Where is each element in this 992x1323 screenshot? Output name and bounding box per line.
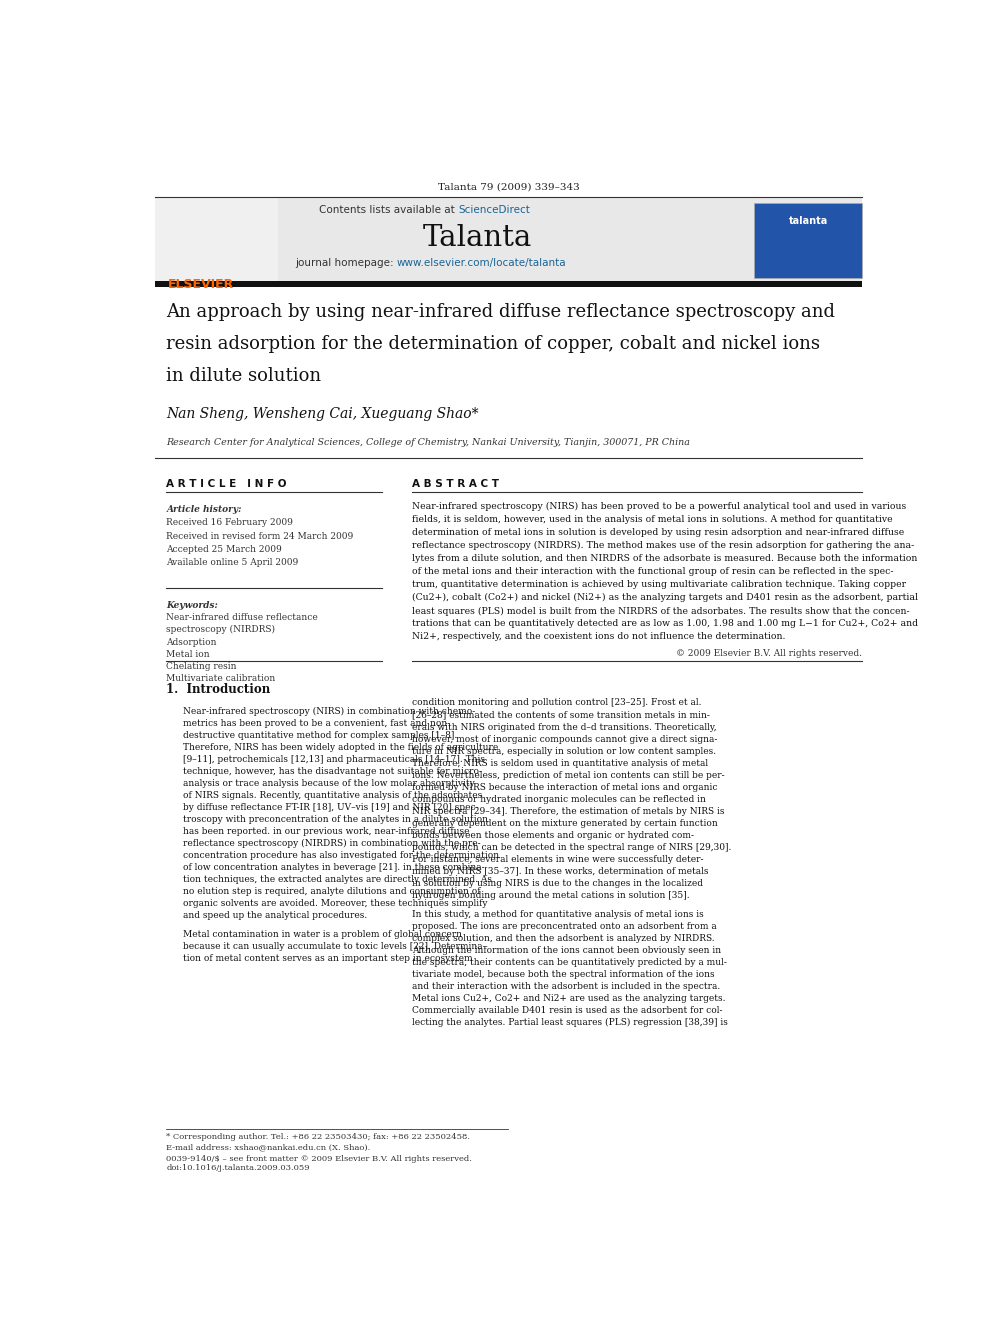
Text: lecting the analytes. Partial least squares (PLS) regression [38,39] is: lecting the analytes. Partial least squa…	[413, 1019, 728, 1027]
Text: Available online 5 April 2009: Available online 5 April 2009	[167, 558, 299, 568]
Text: Adsorption: Adsorption	[167, 638, 217, 647]
Text: talanta: talanta	[789, 216, 828, 226]
Text: Article history:: Article history:	[167, 505, 242, 515]
Text: proposed. The ions are preconcentrated onto an adsorbent from a: proposed. The ions are preconcentrated o…	[413, 922, 717, 931]
Text: metrics has been proved to be a convenient, fast and non-: metrics has been proved to be a convenie…	[184, 718, 450, 728]
Text: lytes from a dilute solution, and then NIRDRS of the adsorbate is measured. Beca: lytes from a dilute solution, and then N…	[413, 554, 918, 564]
Text: least squares (PLS) model is built from the NIRDRS of the adsorbates. The result: least squares (PLS) model is built from …	[413, 606, 910, 615]
Text: Received 16 February 2009: Received 16 February 2009	[167, 519, 294, 528]
Text: Talanta: Talanta	[423, 224, 533, 251]
Text: Metal ion: Metal ion	[167, 650, 210, 659]
Text: Received in revised form 24 March 2009: Received in revised form 24 March 2009	[167, 532, 353, 541]
Text: complex solution, and then the adsorbent is analyzed by NIRDRS.: complex solution, and then the adsorbent…	[413, 934, 715, 943]
Text: destructive quantitative method for complex samples [1–8].: destructive quantitative method for comp…	[184, 730, 457, 740]
Text: tion of metal content serves as an important step in ecosystem: tion of metal content serves as an impor…	[184, 954, 473, 963]
Text: tion techniques, the extracted analytes are directly determined. As: tion techniques, the extracted analytes …	[184, 875, 492, 884]
Text: Contents lists available at: Contents lists available at	[319, 205, 458, 214]
Text: mined by NIRS [35–37]. In these works, determination of metals: mined by NIRS [35–37]. In these works, d…	[413, 867, 709, 876]
Bar	[755, 202, 862, 278]
Text: [26–28] estimated the contents of some transition metals in min-: [26–28] estimated the contents of some t…	[413, 710, 710, 720]
Text: For instance, several elements in wine were successfully deter-: For instance, several elements in wine w…	[413, 855, 703, 864]
Text: determination of metal ions in solution is developed by using resin adsorption a: determination of metal ions in solution …	[413, 528, 905, 537]
Text: in dilute solution: in dilute solution	[167, 366, 321, 385]
Text: ions. Nevertheless, prediction of metal ion contents can still be per-: ions. Nevertheless, prediction of metal …	[413, 770, 725, 779]
Text: organic solvents are avoided. Moreover, these techniques simplify: organic solvents are avoided. Moreover, …	[184, 898, 488, 908]
Text: ture in NIR spectra, especially in solution or low content samples.: ture in NIR spectra, especially in solut…	[413, 746, 716, 755]
Text: NIR spectra [29–34]. Therefore, the estimation of metals by NIRS is: NIR spectra [29–34]. Therefore, the esti…	[413, 807, 725, 816]
Text: journal homepage:: journal homepage:	[295, 258, 397, 267]
Text: troscopy with preconcentration of the analytes in a dilute solution: troscopy with preconcentration of the an…	[184, 815, 488, 824]
Text: Commercially available D401 resin is used as the adsorbent for col-: Commercially available D401 resin is use…	[413, 1005, 723, 1015]
Text: bonds between those elements and organic or hydrated com-: bonds between those elements and organic…	[413, 831, 694, 840]
Text: Metal ions Cu2+, Co2+ and Ni2+ are used as the analyzing targets.: Metal ions Cu2+, Co2+ and Ni2+ are used …	[413, 994, 726, 1003]
Bar	[155, 280, 862, 287]
Text: In this study, a method for quantitative analysis of metal ions is: In this study, a method for quantitative…	[413, 910, 704, 919]
Text: (Cu2+), cobalt (Co2+) and nickel (Ni2+) as the analyzing targets and D401 resin : (Cu2+), cobalt (Co2+) and nickel (Ni2+) …	[413, 593, 919, 602]
Text: however, most of inorganic compounds cannot give a direct signa-: however, most of inorganic compounds can…	[413, 734, 717, 744]
Text: the spectra, their contents can be quantitatively predicted by a mul-: the spectra, their contents can be quant…	[413, 958, 727, 967]
Text: * Corresponding author. Tel.: +86 22 23503430; fax: +86 22 23502458.: * Corresponding author. Tel.: +86 22 235…	[167, 1132, 470, 1140]
Text: fields, it is seldom, however, used in the analysis of metal ions in solutions. : fields, it is seldom, however, used in t…	[413, 515, 893, 524]
Text: Metal contamination in water is a problem of global concern: Metal contamination in water is a proble…	[184, 930, 462, 939]
Text: Therefore, NIRS is seldom used in quantitative analysis of metal: Therefore, NIRS is seldom used in quanti…	[413, 758, 708, 767]
Text: [9–11], petrochemicals [12,13] and pharmaceuticals [14–17]. This: [9–11], petrochemicals [12,13] and pharm…	[184, 754, 485, 763]
Text: and speed up the analytical procedures.: and speed up the analytical procedures.	[184, 912, 367, 919]
Text: Near-infrared spectroscopy (NIRS) in combination with chemo-: Near-infrared spectroscopy (NIRS) in com…	[184, 706, 475, 716]
Text: by diffuse reflectance FT-IR [18], UV–vis [19] and NIR [20] spec-: by diffuse reflectance FT-IR [18], UV–vi…	[184, 803, 479, 812]
Bar	[155, 197, 862, 283]
Text: Multivariate calibration: Multivariate calibration	[167, 675, 276, 683]
Text: resin adsorption for the determination of copper, cobalt and nickel ions: resin adsorption for the determination o…	[167, 335, 820, 353]
Text: trations that can be quantitatively detected are as low as 1.00, 1.98 and 1.00 m: trations that can be quantitatively dete…	[413, 619, 919, 628]
Text: generally dependent on the mixture generated by certain function: generally dependent on the mixture gener…	[413, 819, 718, 828]
Text: Keywords:: Keywords:	[167, 601, 218, 610]
Text: and their interaction with the adsorbent is included in the spectra.: and their interaction with the adsorbent…	[413, 982, 720, 991]
Text: www.elsevier.com/locate/talanta: www.elsevier.com/locate/talanta	[397, 258, 566, 267]
Text: of NIRS signals. Recently, quantitative analysis of the adsorbates: of NIRS signals. Recently, quantitative …	[184, 791, 482, 800]
Text: Accepted 25 March 2009: Accepted 25 March 2009	[167, 545, 282, 554]
Text: analysis or trace analysis because of the low molar absorptivity: analysis or trace analysis because of th…	[184, 779, 475, 787]
Text: technique, however, has the disadvantage not suitable for micro-: technique, however, has the disadvantage…	[184, 767, 482, 775]
Text: A R T I C L E   I N F O: A R T I C L E I N F O	[167, 479, 287, 488]
Text: because it can usually accumulate to toxic levels [22]. Determina-: because it can usually accumulate to tox…	[184, 942, 486, 951]
Text: concentration procedure has also investigated for the determination: concentration procedure has also investi…	[184, 851, 499, 860]
Text: Ni2+, respectively, and the coexistent ions do not influence the determination.: Ni2+, respectively, and the coexistent i…	[413, 632, 786, 642]
Text: in solution by using NIRS is due to the changes in the localized: in solution by using NIRS is due to the …	[413, 878, 703, 888]
Text: no elution step is required, analyte dilutions and consumption of: no elution step is required, analyte dil…	[184, 886, 481, 896]
Text: of low concentration analytes in beverage [21]. in these combina-: of low concentration analytes in beverag…	[184, 863, 485, 872]
Text: trum, quantitative determination is achieved by using multivariate calibration t: trum, quantitative determination is achi…	[413, 581, 907, 589]
Bar	[155, 197, 278, 283]
Text: Near-infrared diffuse reflectance: Near-infrared diffuse reflectance	[167, 613, 318, 622]
Text: doi:10.1016/j.talanta.2009.03.059: doi:10.1016/j.talanta.2009.03.059	[167, 1164, 310, 1172]
Text: tivariate model, because both the spectral information of the ions: tivariate model, because both the spectr…	[413, 970, 715, 979]
Text: of the metal ions and their interaction with the functional group of resin can b: of the metal ions and their interaction …	[413, 568, 894, 577]
Text: Although the information of the ions cannot been obviously seen in: Although the information of the ions can…	[413, 946, 721, 955]
Text: Nan Sheng, Wensheng Cai, Xueguang Shao*: Nan Sheng, Wensheng Cai, Xueguang Shao*	[167, 407, 479, 421]
Text: 0039-9140/$ – see front matter © 2009 Elsevier B.V. All rights reserved.: 0039-9140/$ – see front matter © 2009 El…	[167, 1155, 472, 1163]
Text: A B S T R A C T: A B S T R A C T	[413, 479, 499, 488]
Text: © 2009 Elsevier B.V. All rights reserved.: © 2009 Elsevier B.V. All rights reserved…	[677, 648, 862, 658]
Text: spectroscopy (NIRDRS): spectroscopy (NIRDRS)	[167, 626, 276, 635]
Text: ScienceDirect: ScienceDirect	[458, 205, 531, 214]
Text: compounds or hydrated inorganic molecules can be reflected in: compounds or hydrated inorganic molecule…	[413, 795, 706, 803]
Text: Research Center for Analytical Sciences, College of Chemistry, Nankai University: Research Center for Analytical Sciences,…	[167, 438, 690, 447]
Text: Therefore, NIRS has been widely adopted in the fields of agriculture: Therefore, NIRS has been widely adopted …	[184, 742, 498, 751]
Text: reflectance spectroscopy (NIRDRS). The method makes use of the resin adsorption : reflectance spectroscopy (NIRDRS). The m…	[413, 541, 915, 550]
Text: Chelating resin: Chelating resin	[167, 662, 237, 671]
Text: An approach by using near-infrared diffuse reflectance spectroscopy and: An approach by using near-infrared diffu…	[167, 303, 835, 321]
Text: reflectance spectroscopy (NIRDRS) in combination with the pre-: reflectance spectroscopy (NIRDRS) in com…	[184, 839, 481, 848]
Text: Talanta 79 (2009) 339–343: Talanta 79 (2009) 339–343	[437, 183, 579, 192]
Text: formed by NIRS because the interaction of metal ions and organic: formed by NIRS because the interaction o…	[413, 783, 718, 791]
Text: 1.  Introduction: 1. Introduction	[167, 683, 271, 696]
Text: has been reported. in our previous work, near-infrared diffuse: has been reported. in our previous work,…	[184, 827, 469, 836]
Text: E-mail address: xshao@nankai.edu.cn (X. Shao).: E-mail address: xshao@nankai.edu.cn (X. …	[167, 1143, 371, 1151]
Text: condition monitoring and pollution control [23–25]. Frost et al.: condition monitoring and pollution contr…	[413, 699, 701, 708]
Text: pounds, which can be detected in the spectral range of NIRS [29,30].: pounds, which can be detected in the spe…	[413, 843, 732, 852]
Text: hydrogen bonding around the metal cations in solution [35].: hydrogen bonding around the metal cation…	[413, 890, 689, 900]
Text: ELSEVIER: ELSEVIER	[168, 278, 234, 291]
Text: erals with NIRS originated from the d–d transitions. Theoretically,: erals with NIRS originated from the d–d …	[413, 722, 717, 732]
Text: Near-infrared spectroscopy (NIRS) has been proved to be a powerful analytical to: Near-infrared spectroscopy (NIRS) has be…	[413, 501, 907, 511]
